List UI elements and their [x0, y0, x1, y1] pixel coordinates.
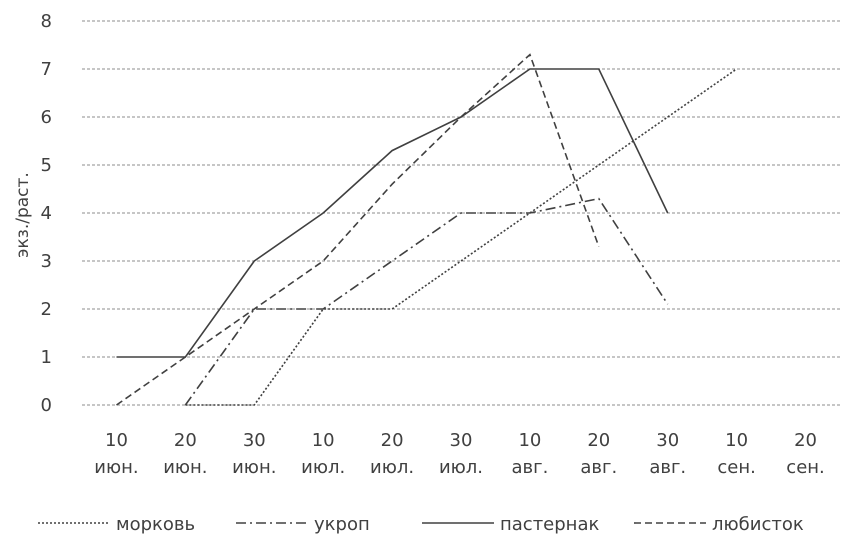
legend-label-3: любисток: [712, 514, 804, 535]
legend-label-2: пастернак: [500, 514, 599, 535]
x-tick-0: 10 июн.: [94, 430, 138, 478]
x-tick-1: 20 июн.: [163, 430, 207, 478]
y-tick-labels: 0 1 2 3 4 5 6 7 8: [41, 11, 52, 416]
series-line-1: [184, 197, 669, 406]
series-line-0: [185, 68, 738, 406]
gridlines: [82, 20, 840, 406]
y-tick-6: 6: [41, 107, 52, 128]
legend: морковь укроп пастернак любисток: [38, 514, 804, 535]
series-line-2: [116, 68, 669, 358]
y-tick-7: 7: [41, 59, 52, 80]
y-tick-3: 3: [41, 251, 52, 272]
x-tick-4: 20 июл.: [370, 430, 414, 478]
x-tick-5: 30 июл.: [439, 430, 483, 478]
x-tick-3: 10 июл.: [301, 430, 345, 478]
legend-label-0: морковь: [116, 514, 195, 535]
x-tick-10: 20 сен.: [786, 430, 824, 478]
y-tick-5: 5: [41, 155, 52, 176]
x-tick-8: 30 авг.: [649, 430, 686, 478]
series-line-3: [116, 53, 600, 406]
y-tick-1: 1: [41, 347, 52, 368]
y-tick-4: 4: [41, 203, 52, 224]
x-tick-2: 30 июн.: [232, 430, 276, 478]
x-tick-6: 10 авг.: [511, 430, 548, 478]
x-tick-7: 20 авг.: [580, 430, 617, 478]
y-tick-0: 0: [41, 395, 52, 416]
y-axis-label: экз./раст.: [13, 172, 33, 258]
legend-label-1: укроп: [314, 514, 370, 535]
x-tick-labels: 10 июн. 20 июн. 30 июн. 10 июл. 20 июл. 30 июл. 10 ав…: [94, 430, 824, 478]
series-lines: [116, 53, 738, 406]
y-tick-2: 2: [41, 299, 52, 320]
y-tick-8: 8: [41, 11, 52, 32]
x-tick-9: 10 сен.: [717, 430, 755, 478]
